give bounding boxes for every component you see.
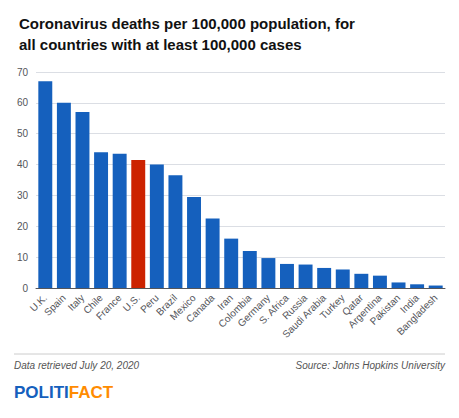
svg-text:Mexico: Mexico bbox=[167, 292, 198, 323]
svg-text:POLITI: POLITI bbox=[14, 383, 69, 402]
svg-text:30: 30 bbox=[17, 190, 29, 201]
svg-text:Qatar: Qatar bbox=[339, 292, 366, 318]
svg-text:Colombia: Colombia bbox=[216, 292, 254, 330]
svg-text:Bangladesh: Bangladesh bbox=[395, 292, 440, 337]
svg-text:Saudi Arabia: Saudi Arabia bbox=[280, 292, 328, 340]
svg-text:Pakistan: Pakistan bbox=[368, 292, 403, 327]
svg-text:FACT: FACT bbox=[69, 383, 114, 402]
svg-text:20: 20 bbox=[17, 221, 29, 232]
svg-text:60: 60 bbox=[17, 97, 29, 108]
svg-text:Coronavirus deaths per 100,000: Coronavirus deaths per 100,000 populatio… bbox=[19, 15, 355, 32]
svg-text:U.S.: U.S. bbox=[121, 292, 143, 314]
svg-text:U.K.: U.K. bbox=[27, 292, 50, 314]
svg-text:Iran: Iran bbox=[215, 292, 236, 313]
svg-text:Turkey: Turkey bbox=[317, 292, 347, 322]
svg-text:Germany: Germany bbox=[235, 292, 273, 329]
svg-text:Spain: Spain bbox=[42, 292, 68, 318]
svg-text:Italy: Italy bbox=[65, 292, 87, 313]
svg-text:40: 40 bbox=[17, 159, 29, 170]
svg-text:Data retrieved July 20, 2020: Data retrieved July 20, 2020 bbox=[14, 360, 140, 371]
svg-text:Chile: Chile bbox=[81, 292, 105, 316]
svg-text:Argentina: Argentina bbox=[345, 292, 384, 331]
svg-text:S. Africa: S. Africa bbox=[256, 292, 291, 327]
svg-text:India: India bbox=[397, 292, 421, 316]
svg-text:10: 10 bbox=[17, 252, 29, 263]
svg-text:Russia: Russia bbox=[280, 292, 310, 322]
svg-text:Peru: Peru bbox=[138, 292, 161, 315]
svg-text:Canada: Canada bbox=[184, 292, 217, 325]
svg-text:all countries with at least 10: all countries with at least 100,000 case… bbox=[19, 36, 302, 53]
svg-text:Source: Johns Hopkins Universi: Source: Johns Hopkins University bbox=[295, 360, 446, 371]
svg-text:0: 0 bbox=[22, 283, 28, 294]
svg-text:50: 50 bbox=[17, 128, 29, 139]
svg-text:Brazil: Brazil bbox=[153, 292, 180, 318]
svg-text:70: 70 bbox=[17, 67, 29, 78]
svg-text:France: France bbox=[94, 292, 124, 322]
